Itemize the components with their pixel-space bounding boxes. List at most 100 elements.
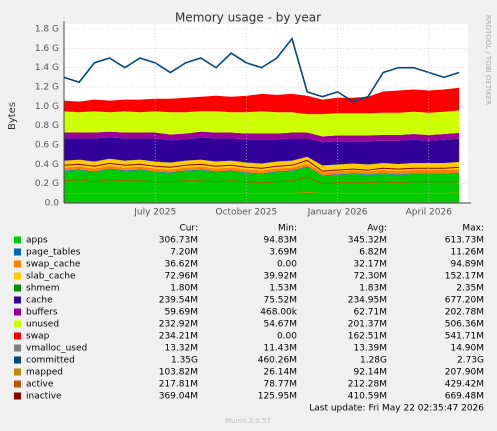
legend-min: 39.92M [263,272,297,282]
legend-name: active [26,380,54,390]
legend-min: 1.53M [269,284,297,294]
version: Munin 2.0.57 [225,417,271,425]
legend-cur: 103.82M [159,368,198,378]
legend-avg: 201.37M [348,320,387,330]
legend-name: committed [26,356,75,366]
legend-avg: 72.30M [353,272,387,282]
legend-max: 207.90M [445,368,484,378]
header-max: Max: [462,224,484,234]
x-tick-label: April 2026 [406,208,453,218]
legend-swatch [14,248,21,256]
area [64,163,460,176]
legend-max: 677.20M [445,296,484,306]
x-tick-label: January 2026 [307,208,368,218]
line [63,36,460,103]
area [64,137,460,166]
side-text: RRDTOOL / TOBI OETIKER [484,15,492,105]
chart-title: Memory usage - by year [175,11,321,25]
legend-min: 0.00 [277,260,297,270]
y-tick-label: 1.8 G [35,25,59,35]
legend-swatch [14,332,21,340]
legend-swatch [14,368,21,376]
legend-avg: 162.51M [348,332,387,342]
legend-name: inactive [26,392,62,402]
area [64,110,460,137]
legend-min: 26.14M [263,368,297,378]
legend-swatch [14,236,21,244]
header-min: Min: [278,224,297,234]
legend-avg: 410.59M [348,392,387,402]
legend-cur: 13.32M [164,344,198,354]
legend-swatch [14,356,21,364]
legend-min: 0.00 [277,332,297,342]
legend-min: 54.67M [263,320,297,330]
area [64,131,460,143]
legend-min: 125.95M [258,392,297,402]
header-avg: Avg: [367,224,387,234]
legend-cur: 306.73M [159,236,198,246]
legend-name: cache [26,296,53,306]
legend-avg: 1.83M [359,284,387,294]
y-tick-label: 1.0 G [35,102,59,112]
legend-swatch [14,380,21,388]
legend-min: 468.00k [260,308,297,318]
legend-cur: 7.20M [170,248,198,258]
y-tick-label: 0.2 G [35,179,59,189]
legend-avg: 234.95M [348,296,387,306]
line [64,191,460,194]
legend-max: 541.71M [445,332,484,342]
legend-min: 11.43M [263,344,297,354]
legend-swatch [14,272,21,280]
legend-max: 613.73M [445,236,484,246]
legend-avg: 345.32M [348,236,387,246]
legend-avg: 62.71M [353,308,387,318]
legend-max: 152.17M [445,272,484,282]
legend-max: 2.35M [456,284,484,294]
legend-cur: 234.21M [159,332,198,342]
legend-min: 78.77M [263,380,297,390]
legend-name: swap_cache [26,260,81,270]
legend-max: 14.90M [450,344,484,354]
last-update: Last update: Fri May 22 02:35:47 2026 [309,404,484,414]
legend-name: mapped [26,368,63,378]
legend-name: page_tables [26,248,81,258]
y-axis-label: Bytes [7,102,18,130]
legend-swatch [14,320,21,328]
y-tick-label: 0.6 G [35,141,59,151]
legend-cur: 36.62M [164,260,198,270]
legend-cur: 232.92M [159,320,198,330]
legend-min: 460.26M [258,356,297,366]
y-tick-label: 1.6 G [35,44,59,54]
legend-swatch [14,284,21,292]
legend-avg: 1.28G [360,356,387,366]
legend-cur: 1.80M [170,284,198,294]
legend-max: 94.89M [450,260,484,270]
legend-min: 94.83M [263,236,297,246]
legend-swatch [14,392,21,400]
legend-name: apps [26,236,48,246]
legend-min: 3.69M [269,248,297,258]
line [63,176,460,185]
area [64,87,460,115]
header-cur: Cur: [179,224,198,234]
legend-name: swap [26,332,50,342]
legend-name: buffers [26,308,58,318]
area [64,156,460,173]
y-tick-label: 0.4 G [35,160,59,170]
legend-max: 669.48M [445,392,484,402]
legend-cur: 369.04M [159,392,198,402]
legend-avg: 6.82M [359,248,387,258]
legend-swatch [14,296,21,304]
legend-name: shmem [26,284,59,294]
legend-max: 2.73G [457,356,484,366]
legend-cur: 1.35G [171,356,198,366]
legend-name: vmalloc_used [26,344,87,354]
legend-swatch [14,308,21,316]
area [64,167,460,203]
legend-avg: 32.17M [353,260,387,270]
legend-name: unused [26,320,59,330]
legend-min: 75.52M [263,296,297,306]
y-tick-label: 1.4 G [35,63,59,73]
legend-swatch [14,260,21,268]
